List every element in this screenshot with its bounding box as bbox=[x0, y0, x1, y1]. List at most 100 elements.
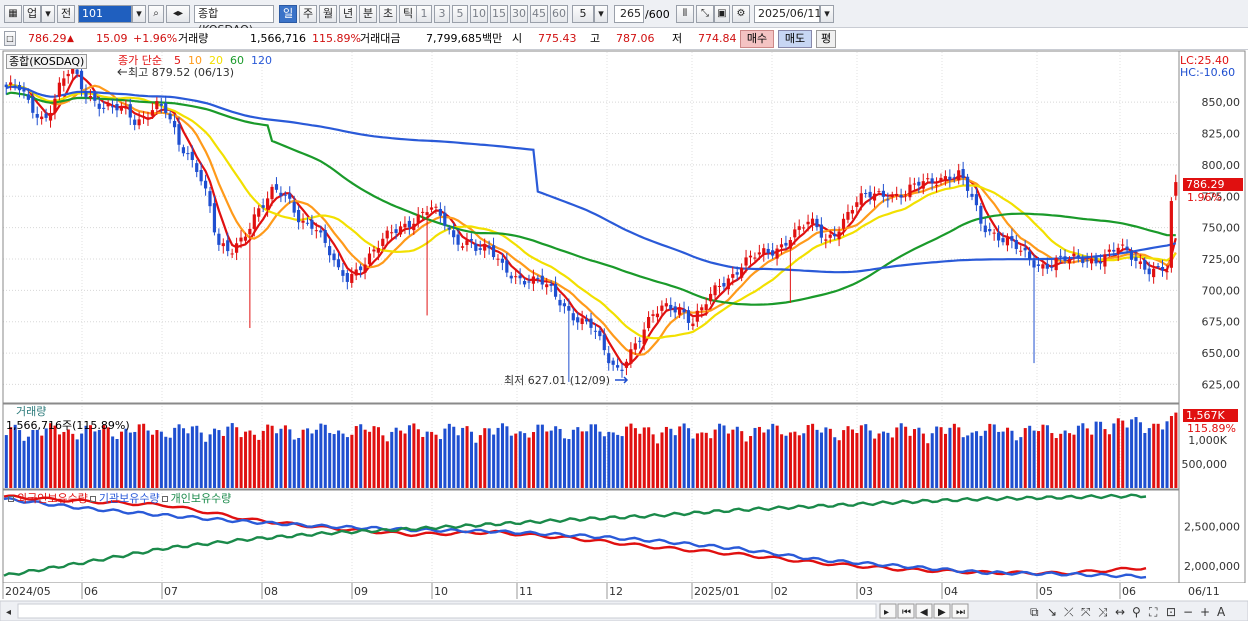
volume-bar bbox=[571, 429, 575, 488]
candle-icon[interactable]: ⫴ bbox=[676, 5, 694, 23]
volume-bar bbox=[53, 425, 57, 488]
minute-button-10[interactable]: 10 bbox=[470, 5, 488, 23]
minute-button-45[interactable]: 45 bbox=[530, 5, 548, 23]
ma-legend-10[interactable]: 10 bbox=[188, 54, 202, 67]
ma-legend-20[interactable]: 20 bbox=[209, 54, 223, 67]
candle-body bbox=[341, 270, 345, 276]
market-mode-dropdown-icon[interactable]: ▾ bbox=[41, 5, 55, 23]
candle-body bbox=[323, 230, 327, 243]
timeframe-tab-5[interactable]: 초 bbox=[379, 5, 397, 23]
candle-body bbox=[257, 208, 261, 217]
code-input[interactable]: 101 bbox=[78, 5, 132, 23]
amount-label: 거래대금 bbox=[360, 32, 401, 45]
holdings-legend-2[interactable]: 개인보유수량 bbox=[170, 492, 232, 505]
chart-type-icon[interactable]: ▦ bbox=[4, 5, 22, 23]
candle-body bbox=[620, 369, 624, 372]
volume-bar bbox=[1085, 428, 1089, 488]
candle-body bbox=[288, 193, 292, 199]
search-icon[interactable]: ⌕ bbox=[148, 5, 164, 23]
candle-body bbox=[1116, 247, 1120, 254]
ma-legend-60[interactable]: 60 bbox=[230, 54, 244, 67]
volume-bar bbox=[328, 432, 332, 488]
timeframe-tab-1[interactable]: 주 bbox=[299, 5, 317, 23]
timeframe-tab-6[interactable]: 틱 bbox=[399, 5, 417, 23]
ma-legend-label[interactable]: 종가 단순 bbox=[118, 54, 162, 67]
index-name-field[interactable]: 종합(KOSDAQ) bbox=[194, 5, 274, 36]
volume-bar bbox=[195, 425, 199, 488]
volume-bar bbox=[469, 431, 473, 488]
volume-bar bbox=[944, 433, 948, 488]
volume-bar bbox=[921, 433, 925, 488]
code-dropdown-icon[interactable]: ▾ bbox=[132, 5, 146, 23]
volume-bar bbox=[173, 427, 177, 488]
timeframe-tab-2[interactable]: 월 bbox=[319, 5, 337, 23]
ma-legend-5[interactable]: 5 bbox=[174, 54, 181, 67]
prev-icon: ◀ bbox=[920, 607, 928, 618]
candle-body bbox=[1125, 246, 1129, 251]
scroll-bar[interactable]: ◂ ▸ ⏮ ◀ ▶ ⏭ ⧉ ↘ ⤫ ⤧ ⤨ ↔ ⚲ ⛶ ⊡ − + A bbox=[0, 600, 1248, 621]
candle-body bbox=[1138, 261, 1142, 264]
volume-bar bbox=[235, 427, 239, 488]
sound-icon[interactable]: ◂▸ bbox=[166, 5, 190, 23]
expand-icon[interactable]: □ bbox=[4, 31, 16, 46]
candle-body bbox=[695, 310, 699, 322]
candle-body bbox=[726, 278, 730, 290]
ma-legend-120[interactable]: 120 bbox=[251, 54, 272, 67]
minute-button-3[interactable]: 3 bbox=[434, 5, 450, 23]
candle-body bbox=[75, 69, 79, 74]
volume-panel-title[interactable]: 거래량 bbox=[16, 405, 47, 418]
timeframe-tab-4[interactable]: 분 bbox=[359, 5, 377, 23]
minute-button-5[interactable]: 5 bbox=[452, 5, 468, 23]
period-button[interactable]: 전 bbox=[57, 5, 75, 23]
candle-body bbox=[850, 210, 854, 214]
custom-minute-field[interactable]: 5 bbox=[572, 5, 594, 23]
volume-bar bbox=[957, 427, 961, 488]
candle-body bbox=[722, 283, 726, 287]
volume-bar bbox=[540, 424, 544, 488]
amount-value: 7,799,685백만 bbox=[426, 32, 503, 45]
timeframe-tab-0[interactable]: 일 bbox=[279, 5, 297, 23]
price-change-pct: +1.96% bbox=[133, 32, 178, 45]
average-button[interactable]: 평 bbox=[816, 30, 836, 48]
holdings-legend-0[interactable]: 외국인보유수량 bbox=[17, 492, 88, 505]
candle-body bbox=[93, 93, 97, 101]
minute-button-1[interactable]: 1 bbox=[416, 5, 432, 23]
price-panel-title[interactable]: 종합(KOSDAQ) bbox=[6, 54, 88, 69]
draw-tool-icon[interactable]: ⤡ bbox=[696, 5, 714, 23]
bar-count-input[interactable]: 265 bbox=[614, 5, 644, 23]
holdings-legend-1[interactable]: 기관보유수량 bbox=[98, 492, 160, 505]
volume-bar bbox=[133, 431, 137, 488]
volume-tick-label: 1,000K bbox=[1188, 434, 1227, 447]
market-mode-button[interactable]: 업 bbox=[23, 5, 41, 23]
candle-body bbox=[859, 193, 863, 205]
volume-bar bbox=[434, 434, 438, 488]
volume-bar bbox=[687, 428, 691, 488]
candle-body bbox=[372, 249, 376, 252]
volume-bar bbox=[1165, 421, 1169, 488]
candle-body bbox=[952, 177, 956, 179]
custom-minute-dropdown-icon[interactable]: ▾ bbox=[594, 5, 608, 23]
gear-icon[interactable]: ⚙ bbox=[732, 5, 750, 23]
volume-bar bbox=[500, 423, 505, 488]
volume-bar bbox=[828, 428, 832, 488]
chart-canvas[interactable]: 850,00 825,00 800,00 775,00 750,00 725,00 700,… bbox=[0, 50, 1248, 621]
minute-button-60[interactable]: 60 bbox=[550, 5, 568, 23]
minute-button-30[interactable]: 30 bbox=[510, 5, 528, 23]
timeframe-tab-3[interactable]: 년 bbox=[339, 5, 357, 23]
minute-button-15[interactable]: 15 bbox=[490, 5, 508, 23]
sell-button[interactable]: 매도 bbox=[778, 30, 812, 48]
x-tick-label: 05 bbox=[1039, 585, 1053, 598]
candle-body bbox=[514, 276, 518, 278]
volume-bar bbox=[780, 434, 784, 488]
volume-bar bbox=[1161, 429, 1165, 488]
save-icon[interactable]: ▣ bbox=[714, 5, 730, 23]
buy-button[interactable]: 매수 bbox=[740, 30, 774, 48]
volume-bar bbox=[452, 426, 456, 488]
volume-bar bbox=[75, 439, 79, 488]
candle-body bbox=[9, 82, 13, 85]
date-input[interactable]: 2025/06/11 bbox=[754, 5, 821, 23]
volume-bar bbox=[22, 440, 26, 488]
date-dropdown-icon[interactable]: ▾ bbox=[820, 5, 834, 23]
volume-bar bbox=[270, 425, 274, 488]
volume-bar bbox=[846, 426, 850, 488]
